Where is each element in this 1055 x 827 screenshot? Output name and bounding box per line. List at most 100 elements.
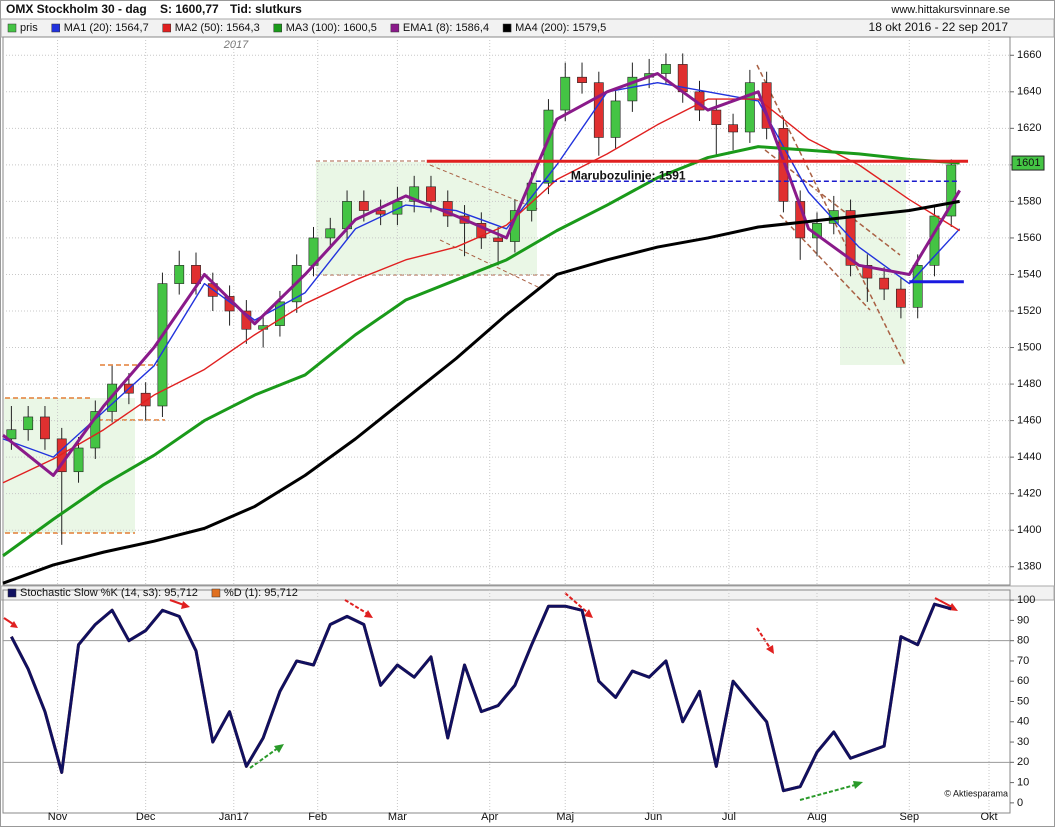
y-tick-label: 1400 (1017, 524, 1041, 536)
candle-body (744, 82, 755, 133)
y-tick-label: 1540 (1017, 268, 1041, 280)
candle-body (191, 265, 201, 284)
ma-line (2, 72, 961, 477)
candle-body (174, 265, 185, 284)
legend-swatch (7, 588, 17, 598)
candle-body (275, 301, 285, 326)
trend (779, 214, 871, 311)
chart-title: OMX Stockholm 30 - dag (6, 2, 147, 16)
arrow (10, 621, 18, 628)
legend-swatch (51, 23, 60, 33)
arrow (181, 601, 190, 609)
y-tick-label: 1440 (1017, 451, 1041, 463)
candle-body (90, 411, 101, 449)
y-tick-label: 70 (1017, 655, 1029, 667)
candle-body (140, 392, 151, 407)
price-tag (1011, 155, 1045, 171)
candle-body (711, 109, 722, 125)
candle-body (40, 416, 50, 440)
candle-body (23, 416, 34, 431)
candle-body (946, 164, 957, 217)
candle-body (157, 283, 168, 407)
x-tick-label: Okt (980, 811, 997, 823)
ma-line (2, 145, 960, 557)
y-tick-label: 1520 (1017, 305, 1041, 317)
candle-body (728, 124, 738, 133)
x-tick-label: Jul (722, 811, 736, 823)
legend-swatch (273, 23, 282, 33)
y-tick-label: 1460 (1017, 415, 1041, 427)
y-tick-label: 1480 (1017, 378, 1041, 390)
legend-swatch (390, 23, 400, 33)
x-tick-label: Nov (48, 811, 68, 823)
source: www.hittakursvinnare.se (890, 4, 1010, 16)
oscillator-line (10, 602, 952, 793)
y-tick-label: 50 (1017, 695, 1029, 707)
candle-body (912, 265, 923, 308)
arrow (756, 627, 771, 649)
candle-body (895, 288, 906, 308)
annotation: Marubozulinje: 1591 (571, 168, 686, 182)
legend-label: EMA1 (8): 1586,4 (403, 22, 489, 34)
legend-label: Stochastic Slow %K (14, s3): 95,712 (20, 587, 198, 599)
ma-line (2, 81, 961, 458)
legend-label: MA2 (50): 1564,3 (175, 22, 260, 34)
candle-body (73, 447, 84, 473)
candle-body (358, 201, 369, 211)
candle-body (325, 228, 336, 239)
y-tick-label: 1660 (1017, 49, 1041, 61)
arrow (364, 610, 373, 618)
legend-label: %D (1): 95,712 (224, 587, 298, 599)
x-tick-label: Feb (308, 811, 327, 823)
y-tick-label: 1580 (1017, 195, 1041, 207)
arrow (169, 599, 185, 606)
legend-label: pris (20, 22, 38, 34)
credit: © Aktiesparama (944, 788, 1008, 798)
y-tick-label: 1380 (1017, 561, 1041, 573)
ma-line (2, 98, 961, 484)
price-tag-label: 1601 (1016, 157, 1040, 169)
candle-body (560, 76, 571, 111)
price-mode: Tid: slutkurs (230, 2, 302, 16)
arrow (564, 592, 589, 614)
y-tick-label: 1420 (1017, 488, 1041, 500)
arrow (344, 599, 369, 615)
y-tick-label: 90 (1017, 614, 1029, 626)
y-tick-label: 40 (1017, 716, 1029, 728)
trend (439, 239, 541, 289)
year-label: 2017 (223, 39, 249, 51)
x-tick-label: Aug (807, 811, 827, 823)
x-tick-label: Apr (481, 811, 498, 823)
y-tick-label: 1500 (1017, 341, 1041, 353)
candle-body (476, 223, 487, 239)
legend-label: MA1 (20): 1564,7 (64, 22, 149, 34)
legend-swatch (162, 23, 171, 33)
legend-label: MA4 (200): 1579,5 (515, 22, 606, 34)
x-tick-label: Sep (900, 811, 920, 823)
arrow (766, 645, 774, 654)
legend-swatch (502, 23, 512, 33)
candle-body (375, 210, 386, 215)
candle-body (610, 100, 621, 138)
candle-body (778, 128, 789, 202)
y-tick-label: 1560 (1017, 232, 1041, 244)
signal-arrows (3, 592, 958, 801)
arrow (274, 744, 284, 753)
candle-body (6, 429, 17, 440)
candle-body (426, 186, 436, 202)
period: 18 okt 2016 - 22 sep 2017 (869, 20, 1009, 34)
arrow (934, 597, 953, 608)
zone (316, 162, 537, 275)
y-tick-label: 60 (1017, 675, 1029, 687)
candle-body (661, 64, 671, 74)
y-tick-label: 1640 (1017, 86, 1041, 98)
arrow (799, 784, 856, 801)
candle-body (409, 186, 420, 202)
legend-swatch (7, 23, 17, 33)
x-tick-label: Jun (644, 811, 662, 823)
candle-body (879, 277, 890, 290)
x-tick-label: Dec (136, 811, 156, 823)
candle-body (593, 82, 604, 138)
